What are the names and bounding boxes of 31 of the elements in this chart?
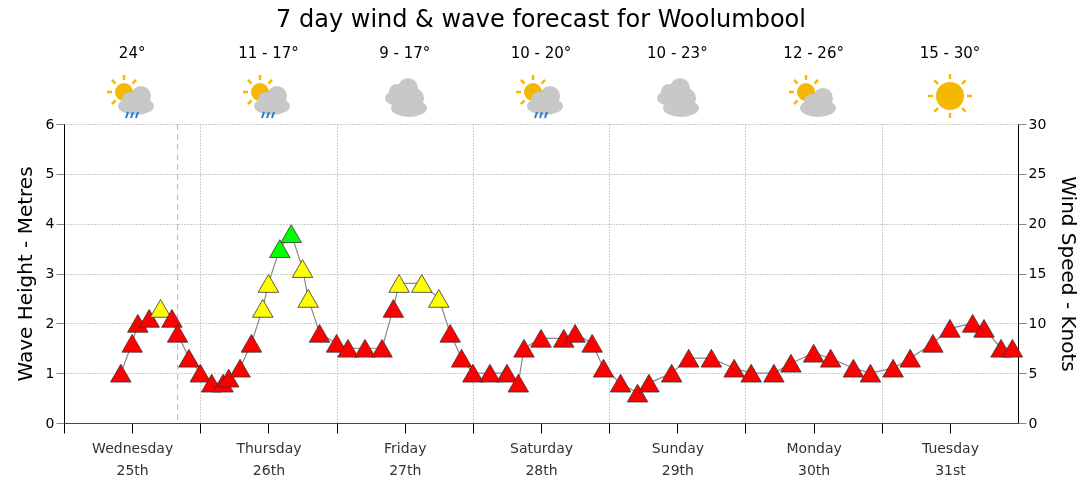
chart-title: 7 day wind & wave forecast for Woolumbool xyxy=(276,5,806,33)
y-tick-label: 2 xyxy=(45,314,55,331)
x-tick-label: Monday 30th xyxy=(786,439,842,478)
y-tick-label: 6 xyxy=(45,115,55,132)
x-tick-label: Thursday 26th xyxy=(235,439,302,478)
y-tick-label: 1 xyxy=(45,364,55,381)
y2-tick-label: 30 xyxy=(1028,115,1047,132)
text: 24° xyxy=(118,44,146,62)
x-tick-label: Saturday 28th xyxy=(510,439,574,478)
y2-tick-label: 15 xyxy=(1028,265,1047,281)
x-tick-label: Wednesday 25th xyxy=(92,439,174,478)
x-tick-label: Sunday 29th xyxy=(651,439,705,478)
text: 10 - 23° xyxy=(647,44,708,62)
y2-tick-label: 20 xyxy=(1028,215,1047,232)
y-axis-title: Wave Height - Metres xyxy=(12,166,37,382)
y2-tick-label: 10 xyxy=(1028,314,1047,331)
x-tick-label: Friday 27th xyxy=(384,439,427,478)
y-tick-label: 0 xyxy=(45,414,55,431)
x-tick-label: Tuesday 31st xyxy=(920,439,979,478)
text: 11 - 17° xyxy=(238,44,299,62)
y-tick-label: 5 xyxy=(45,165,55,182)
y2-tick-label: 25 xyxy=(1028,165,1047,182)
text: 12 - 26° xyxy=(783,44,844,62)
text: 9 - 17° xyxy=(379,44,431,62)
y-tick-label: 3 xyxy=(45,265,55,281)
y2-axis-title: Wind Speed - Knots xyxy=(1057,176,1080,372)
y-tick-label: 4 xyxy=(45,215,55,232)
y2-tick-label: 0 xyxy=(1028,414,1038,431)
text: 10 - 20° xyxy=(510,44,572,62)
text: 15 - 30° xyxy=(919,44,981,62)
y2-tick-label: 5 xyxy=(1028,364,1038,381)
